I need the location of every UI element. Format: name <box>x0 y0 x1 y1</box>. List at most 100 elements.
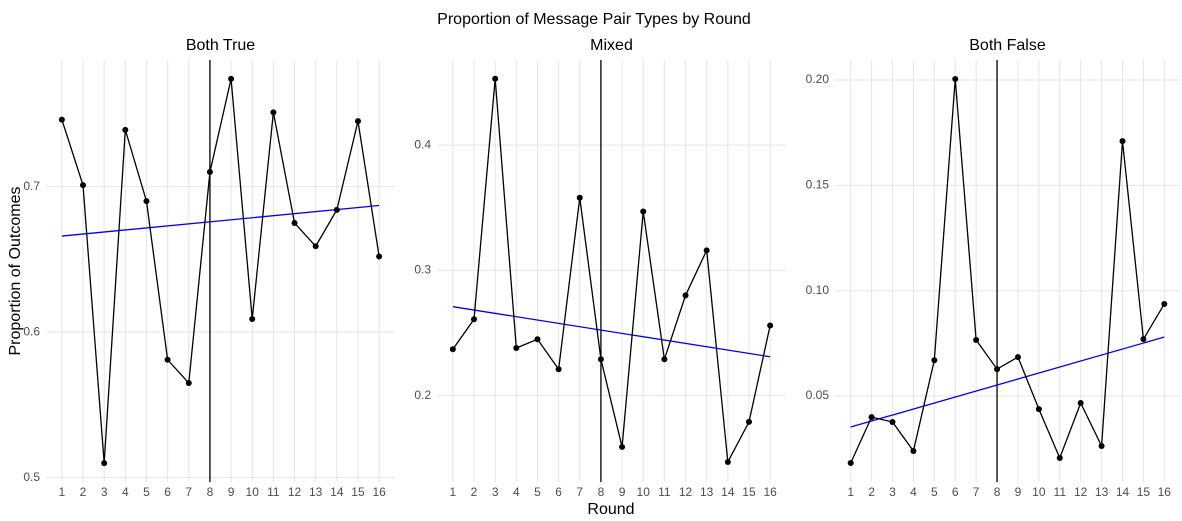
x-tick-label: 2 <box>80 485 87 499</box>
data-point <box>994 366 1001 373</box>
x-tick-label: 4 <box>513 485 520 499</box>
x-tick-label: 8 <box>598 485 605 499</box>
x-tick-label: 2 <box>868 485 875 499</box>
data-line <box>61 78 380 464</box>
x-tick-label: 5 <box>931 485 938 499</box>
data-point <box>143 198 150 205</box>
data-point <box>206 169 213 176</box>
data-point <box>597 356 604 363</box>
x-tick-label: 11 <box>1054 485 1067 499</box>
data-point <box>1161 300 1168 307</box>
data-line <box>452 78 771 465</box>
data-point <box>228 75 235 82</box>
x-tick-label: 16 <box>763 485 777 499</box>
data-point <box>724 458 731 465</box>
x-tick-label: 13 <box>309 485 323 499</box>
y-tick-label: 0.20 <box>806 72 830 86</box>
data-point <box>376 253 383 260</box>
data-point <box>513 345 520 352</box>
x-tick-label: 4 <box>122 485 129 499</box>
y-tick-label: 0.15 <box>806 178 830 192</box>
data-point <box>745 418 752 425</box>
x-axis-label: Round <box>587 501 634 518</box>
data-point <box>661 356 668 363</box>
data-point <box>249 316 256 323</box>
x-tick-label: 4 <box>910 485 917 499</box>
x-tick-label: 8 <box>207 485 214 499</box>
data-point <box>703 247 710 254</box>
trend-line <box>61 204 380 237</box>
data-point <box>492 75 499 82</box>
x-tick-label: 15 <box>351 485 365 499</box>
data-point <box>1098 442 1105 449</box>
x-tick-label: 13 <box>700 485 714 499</box>
data-point <box>101 460 108 467</box>
y-tick-label: 0.4 <box>414 137 431 151</box>
y-tick-label: 0.10 <box>806 283 830 297</box>
data-point <box>164 356 171 363</box>
x-tick-label: 12 <box>679 485 693 499</box>
x-tick-label: 5 <box>534 485 541 499</box>
x-tick-label: 11 <box>267 485 280 499</box>
data-point <box>1035 406 1042 413</box>
data-point <box>910 448 917 455</box>
x-tick-label: 15 <box>1137 485 1151 499</box>
x-tick-label: 7 <box>576 485 583 499</box>
data-point <box>449 346 456 353</box>
data-point <box>1140 336 1147 343</box>
x-tick-label: 10 <box>246 485 260 499</box>
data-point <box>889 418 896 425</box>
x-tick-label: 3 <box>492 485 499 499</box>
data-point <box>58 116 65 123</box>
x-tick-label: 1 <box>59 485 66 499</box>
x-tick-label: 14 <box>1116 485 1130 499</box>
x-tick-label: 14 <box>330 485 344 499</box>
x-tick-label: 14 <box>721 485 735 499</box>
x-tick-label: 3 <box>889 485 896 499</box>
x-tick-label: 5 <box>143 485 150 499</box>
x-tick-label: 1 <box>450 485 457 499</box>
data-point <box>80 182 87 189</box>
data-point <box>973 336 980 343</box>
x-tick-label: 6 <box>952 485 959 499</box>
y-tick-label: 0.3 <box>414 263 431 277</box>
data-point <box>471 316 478 323</box>
y-tick-label: 0.7 <box>23 179 40 193</box>
x-tick-label: 15 <box>742 485 756 499</box>
data-line <box>850 78 1165 464</box>
y-tick-label: 0.2 <box>414 388 431 402</box>
x-tick-label: 9 <box>228 485 235 499</box>
x-tick-label: 16 <box>372 485 386 499</box>
x-tick-label: 8 <box>994 485 1001 499</box>
data-point <box>868 414 875 421</box>
data-point <box>122 126 129 133</box>
y-axis-label: Proportion of Outcomes <box>7 187 24 356</box>
data-point <box>952 75 959 82</box>
panel-title: Mixed <box>590 37 633 54</box>
x-tick-label: 11 <box>658 485 671 499</box>
x-tick-label: 3 <box>101 485 108 499</box>
data-point <box>291 219 298 226</box>
data-point <box>682 292 689 299</box>
data-point <box>767 322 774 329</box>
data-point <box>270 109 277 116</box>
x-tick-label: 7 <box>185 485 192 499</box>
trend-line <box>850 336 1165 428</box>
x-tick-label: 10 <box>1032 485 1046 499</box>
x-tick-label: 12 <box>1074 485 1088 499</box>
x-tick-label: 9 <box>1015 485 1022 499</box>
data-point <box>931 357 938 364</box>
data-point <box>555 366 562 373</box>
x-tick-label: 9 <box>619 485 626 499</box>
data-point <box>1119 138 1126 145</box>
data-point <box>333 206 340 213</box>
data-point <box>354 118 361 125</box>
y-tick-label: 0.6 <box>23 324 40 338</box>
data-point <box>847 460 854 467</box>
trend-line <box>452 306 771 358</box>
x-tick-label: 12 <box>288 485 302 499</box>
data-point <box>312 243 319 250</box>
x-tick-label: 1 <box>847 485 854 499</box>
data-point <box>1056 454 1063 461</box>
